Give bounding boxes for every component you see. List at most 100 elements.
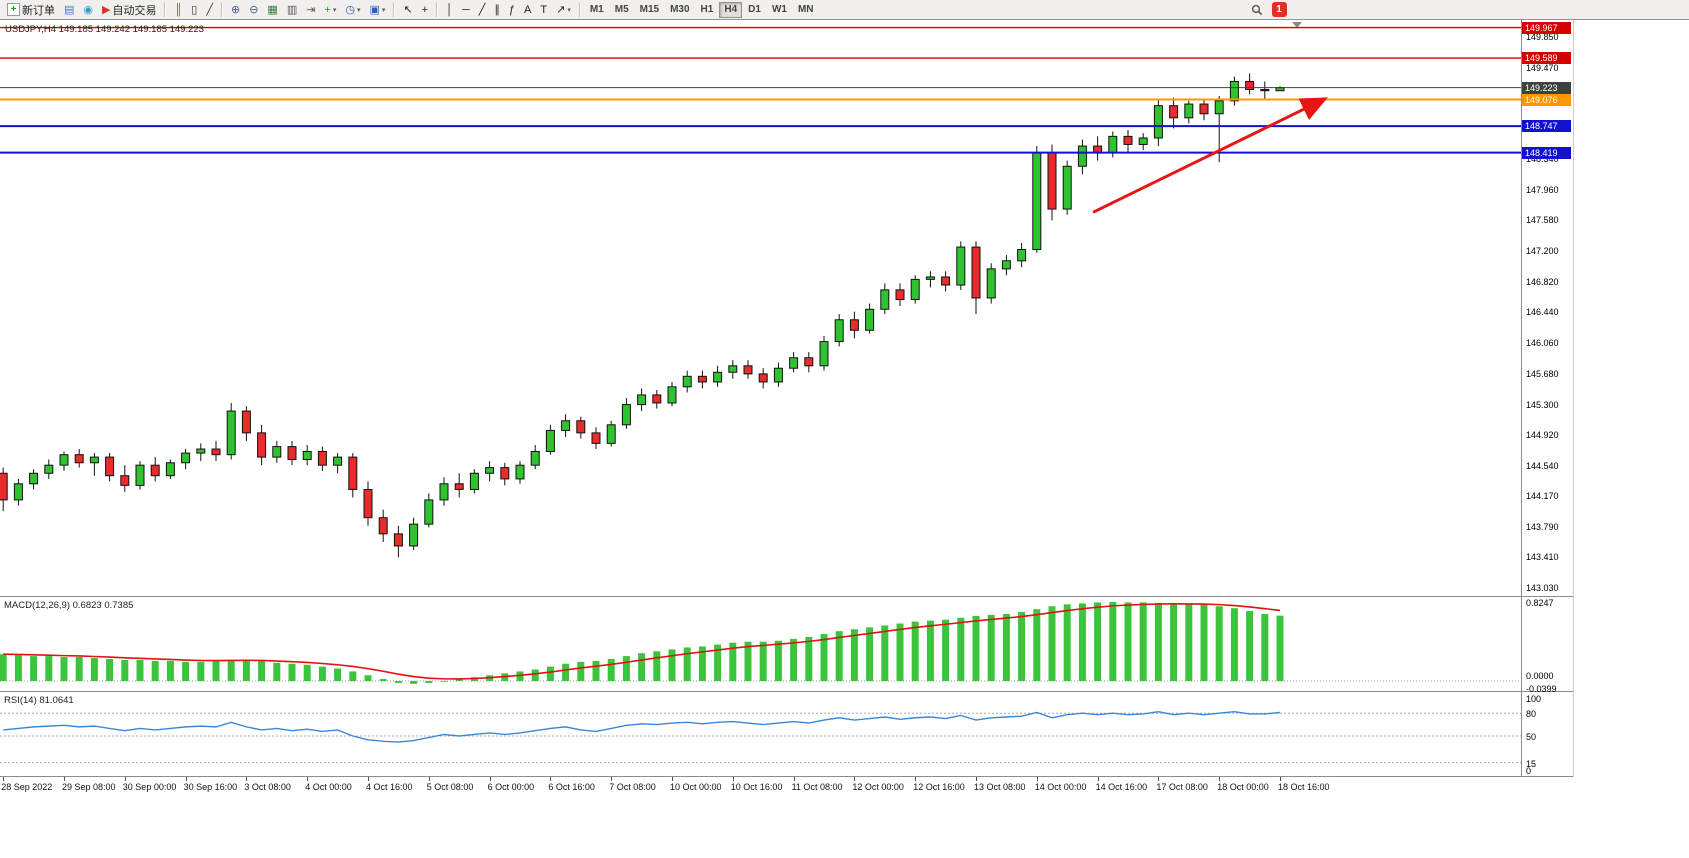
macd-canvas[interactable] [0,597,1521,691]
time-axis[interactable]: 28 Sep 2022 29 Sep 08:00 30 Sep 00:00 30 Se… [0,777,1574,795]
fibonacci-button[interactable]: ƒ [505,1,519,19]
macd-bar [1215,606,1223,681]
macd-bar [668,649,676,681]
vertical-line-button[interactable]: │ [442,1,457,19]
rsi-axis-label: 80 [1526,709,1537,720]
price-tick-label: 146.060 [1526,338,1559,349]
notification-badge[interactable]: 1 [1271,2,1287,17]
time-axis-label: 11 Oct 08:00 [791,782,843,792]
time-tick [246,777,248,781]
timeframe-m30-button[interactable]: M30 [665,2,694,18]
rsi-canvas[interactable] [0,692,1521,776]
search-button[interactable] [1247,1,1267,19]
crosshair-button[interactable]: + [418,1,432,19]
time-tick [1158,777,1160,781]
auto-scroll-button[interactable]: ▥ [283,1,301,19]
candle-body [1062,165,1072,210]
bar-chart-mode-button[interactable]: ║ [170,1,186,19]
time-tick [368,777,369,781]
candle-body [333,456,343,466]
horizontal-line-button[interactable]: ─ [458,1,474,19]
candle-body [1199,103,1209,115]
text-icon: A [524,3,532,16]
arrows-button[interactable]: ↗ ▾ [552,1,575,19]
indicators-button[interactable]: + ▾ [320,1,340,19]
search-icon [1251,4,1262,15]
macd-bar [850,629,858,681]
candle-body [1032,152,1042,250]
price-tick-label: 145.300 [1526,399,1559,410]
line-chart-mode-button[interactable]: ╱ [202,1,217,19]
candle-body [272,446,282,458]
timeframe-h1-button[interactable]: H1 [696,2,719,18]
trend-arrow[interactable] [1092,97,1328,214]
price-tick-label: 147.580 [1526,215,1559,226]
timeframe-d1-button[interactable]: D1 [743,2,766,18]
cursor-button[interactable]: ↖ [399,1,416,19]
market-watch-button[interactable]: ◉ [79,1,97,19]
candle-body [409,523,419,547]
price-axis[interactable]: 149.850149.470149.090148.710148.340147.9… [1522,20,1573,777]
auto-scroll-icon: ▥ [286,3,298,16]
macd-bar [318,666,326,681]
macd-bar [805,636,813,681]
macd-bar [1185,604,1193,681]
panel-divider[interactable] [0,691,1574,692]
candle-body [257,432,267,458]
bar-chart-mode-icon: ║ [174,3,183,16]
macd-bar [166,660,174,681]
candle-body [500,467,510,480]
macd-bar [987,614,995,681]
candle-body [1001,260,1011,270]
time-tick [732,777,734,781]
candle-body [515,464,525,480]
rsi-axis-label: 0 [1526,766,1532,776]
time-tick [793,777,795,781]
time-axis-label: 12 Oct 00:00 [852,782,904,792]
metaeditor-button[interactable]: ▤ [60,1,78,19]
main-chart-canvas[interactable] [0,20,1521,597]
macd-bar [242,659,250,681]
zoom-out-button[interactable]: ⊖ [245,1,262,19]
tile-windows-button[interactable]: ▦ [263,1,281,19]
macd-bar [1230,608,1238,681]
zoom-in-button[interactable]: ⊕ [227,1,244,19]
new-order-button[interactable]: + 新订单 [3,1,59,19]
timeframe-w1-button[interactable]: W1 [767,2,792,18]
time-axis-label: 4 Oct 16:00 [366,782,413,792]
trendline-icon: ╱ [478,3,486,16]
timeframe-mn-button[interactable]: MN [793,2,819,18]
templates-button[interactable]: ▣ ▾ [366,1,390,19]
text-button[interactable]: A [520,1,535,19]
text-label-button[interactable]: T [536,1,551,19]
toolbar-separator [164,2,167,17]
price-tick-label: 148.340 [1526,153,1559,164]
price-level-label: 149.223 [1522,81,1571,94]
chart-shift-button[interactable]: ⇥ [302,1,319,19]
timeframe-h4-button[interactable]: H4 [719,1,743,18]
equidistant-channel-button[interactable]: ∥ [490,1,504,19]
timeframe-m15-button[interactable]: M15 [635,2,664,18]
chart-shift-marker[interactable] [1292,22,1302,28]
crosshair-icon: + [421,3,429,16]
candlestick-mode-button[interactable]: ▯ [187,1,201,19]
candle-body [1169,105,1179,119]
trendline-button[interactable]: ╱ [475,1,490,19]
macd-bar [30,656,38,681]
candle-body [743,365,753,375]
candle-body [211,448,221,456]
panel-divider[interactable] [0,596,1574,597]
candle-body [29,472,39,485]
macd-bar [1094,602,1102,681]
indicators-caret-icon: ▾ [332,6,337,14]
timeframe-m5-button[interactable]: M5 [610,2,634,18]
macd-bar [1139,602,1147,681]
periods-button[interactable]: ◷ ▾ [341,1,364,19]
autotrading-button[interactable]: ▶ 自动交易 [98,1,160,19]
macd-bar [0,654,7,681]
macd-bar [349,671,357,681]
timeframe-m1-button[interactable]: M1 [585,2,609,18]
macd-bar [60,657,68,681]
time-tick [1036,777,1038,781]
